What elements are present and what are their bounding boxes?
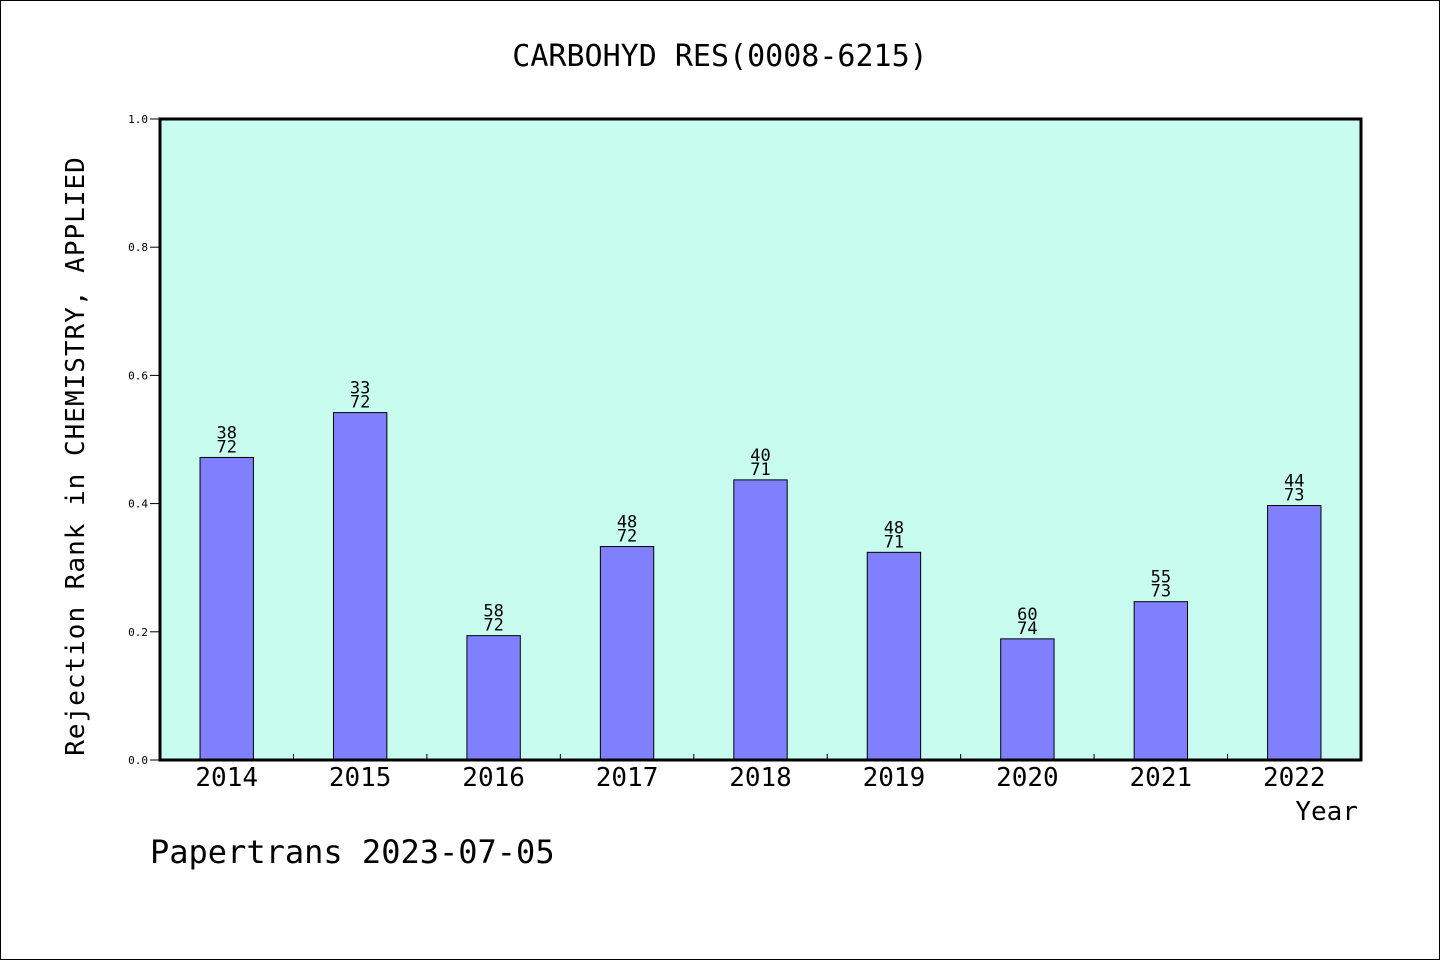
bar-2017	[599, 546, 655, 761]
bar-2021	[1133, 601, 1189, 761]
bar-label-top: 40	[750, 446, 770, 466]
bar-label-bottom: 71	[750, 460, 770, 480]
y-tick-label: 0.2	[128, 626, 148, 639]
bar-label-bottom: 74	[1017, 619, 1037, 639]
y-tick-label: 1.0	[128, 113, 148, 126]
y-tick-label: 0.8	[128, 241, 148, 254]
bar-label-top: 55	[1151, 568, 1171, 588]
bar-label-bottom: 73	[1151, 582, 1171, 602]
plot-border	[158, 117, 1363, 762]
x-axis-label: Year	[1295, 797, 1358, 827]
bar-label-top: 33	[350, 379, 370, 399]
bar-2019	[866, 551, 922, 761]
bar-2022	[1267, 505, 1322, 761]
y-axis-label: Rejection Rank in CHEMISTRY, APPLIED	[61, 156, 91, 756]
bar-label-top: 58	[483, 602, 503, 622]
bar-series	[199, 412, 1322, 761]
bar-label-top: 44	[1284, 472, 1304, 492]
bar-label-bottom: 72	[216, 437, 236, 457]
x-tick-label: 2022	[1263, 763, 1326, 793]
x-tick-label: 2014	[195, 763, 258, 793]
bar-label-top: 38	[216, 423, 236, 443]
y-axis: 0.0 0.2 0.4 0.6 0.8 1.0	[128, 113, 160, 767]
bar-2018	[733, 479, 788, 761]
bar-label-bottom: 71	[884, 532, 904, 552]
bar-2020	[1000, 638, 1055, 761]
bar-2016	[466, 635, 521, 761]
x-axis: 2014 2015 2016 2017 2018 2019 2020 2021 2022	[195, 754, 1326, 793]
x-tick-label: 2018	[729, 763, 792, 793]
bar-label-bottom: 72	[617, 527, 637, 547]
x-tick-label: 2019	[863, 763, 926, 793]
x-tick-label: 2020	[996, 763, 1059, 793]
bar-label-bottom: 72	[483, 616, 503, 636]
x-tick-label: 2015	[329, 763, 392, 793]
y-tick-label: 0.0	[128, 754, 148, 767]
x-tick-label: 2017	[596, 763, 659, 793]
y-tick-label: 0.6	[128, 369, 148, 382]
bar-label-bottom: 72	[350, 393, 370, 413]
bar-label-top: 48	[617, 513, 637, 533]
bar-label-top: 48	[884, 518, 904, 538]
bar-2015	[332, 412, 388, 761]
x-tick-label: 2021	[1130, 763, 1193, 793]
y-tick-label: 0.4	[128, 498, 148, 511]
chart-title: CARBOHYD RES(0008-6215)	[512, 39, 927, 74]
x-tick-label: 2016	[462, 763, 525, 793]
footer-text: Papertrans 2023-07-05	[150, 833, 555, 871]
bar-2014	[199, 456, 254, 761]
bar-label-bottom: 73	[1284, 486, 1304, 506]
bar-label-top: 60	[1017, 605, 1037, 625]
